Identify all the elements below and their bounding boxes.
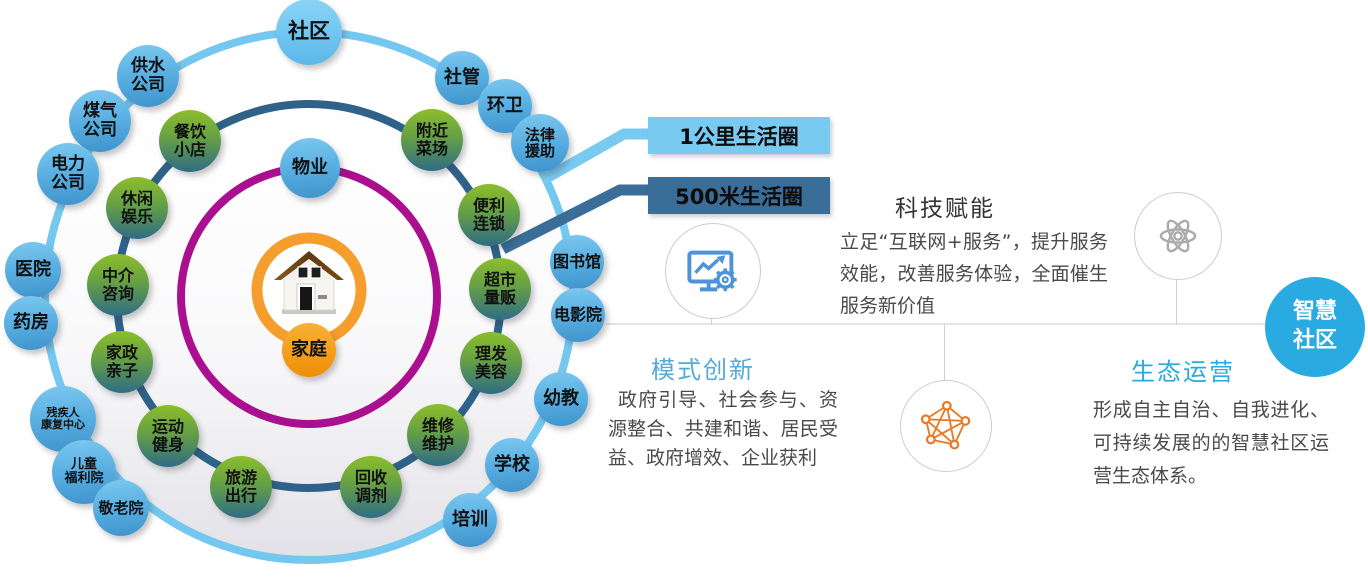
diagram-node: 儿童 福利院: [52, 440, 116, 504]
tick-innovation: [944, 325, 945, 380]
smart-community-label: 智慧 社区: [1292, 299, 1337, 353]
house-icon: [274, 251, 344, 314]
network-graph-icon: [920, 400, 971, 450]
innovation-title: 模式创新: [651, 356, 755, 384]
diagram-node: 理发 美容: [460, 332, 522, 394]
diagram-node: 电影院: [551, 288, 605, 342]
connector-500m: [500, 184, 652, 254]
diagram-node: 旅游 出行: [210, 456, 272, 518]
diagram-node: 幼教: [534, 372, 588, 426]
diagram-node: 煤气 公司: [69, 90, 131, 152]
innovation-body: 政府引导、社会参与、资源整合、共建和谐、居民受益、政府增效、企业获利: [608, 389, 838, 469]
tick-ecosystem: [1176, 278, 1177, 324]
tick-tech: [711, 317, 712, 324]
diagram-node: 培训: [443, 493, 497, 547]
diagram-node: 休闲 娱乐: [106, 177, 168, 239]
diagram-node: 维修 维护: [407, 404, 469, 466]
innovation-icon-circle: [900, 380, 992, 472]
diagram-node: 回收 调剂: [340, 456, 402, 518]
diagram-node: 中介 咨询: [87, 254, 149, 316]
diagram-node: 运动 健身: [137, 405, 199, 467]
tech-title: 科技赋能: [895, 196, 995, 222]
atom-icon: [1159, 219, 1197, 253]
diagram-node: 餐饮 小店: [159, 110, 221, 172]
diagram-node: 法律 援助: [511, 114, 569, 172]
legend-500m-label: 500米生活圈: [675, 184, 803, 209]
diagram-node: 家政 亲子: [91, 331, 153, 393]
diagram-node: 附近 菜场: [401, 109, 463, 171]
timeline-divider: [606, 323, 1268, 325]
ecosystem-icon-circle: [1134, 192, 1222, 280]
ecosystem-title: 生态运营: [1131, 358, 1235, 386]
diagram-node: 残疾人 康复中心: [30, 386, 96, 452]
diagram-node: 供水 公司: [117, 45, 179, 107]
diagram-node: 图书馆: [550, 235, 604, 289]
diagram-node: 医院: [5, 242, 61, 298]
diagram-node: 药房: [4, 296, 58, 350]
legend-500m-box: 500米生活圈: [648, 177, 830, 214]
diagram-node: 社区: [276, 0, 342, 65]
tech-body: 立足“互联网+服务”，提升服务效能，改善服务体验，全面催生服务新价值: [840, 231, 1108, 317]
legend-1km-label: 1公里生活圈: [679, 124, 799, 149]
diagram-node: 电力 公司: [37, 143, 99, 205]
diagram-node: 便利 连锁: [458, 184, 520, 246]
diagram-node: 超市 量贩: [469, 258, 531, 320]
diagram-node: 家庭: [282, 323, 336, 377]
monitor-chart-gear-icon: [687, 250, 737, 292]
ecosystem-body: 形成自主自治、自我进化、可持续发展的的智慧社区运营生态体系。: [1093, 399, 1329, 487]
legend-1km-box: 1公里生活圈: [648, 117, 830, 154]
tech-icon-circle: [665, 223, 761, 319]
connector-1km: [540, 128, 652, 185]
smart-community-badge: 智慧 社区: [1265, 277, 1365, 377]
diagram-node: 学校: [485, 438, 539, 492]
diagram-node: 敬老院: [93, 480, 149, 536]
diagram-node: 物业: [280, 138, 340, 198]
